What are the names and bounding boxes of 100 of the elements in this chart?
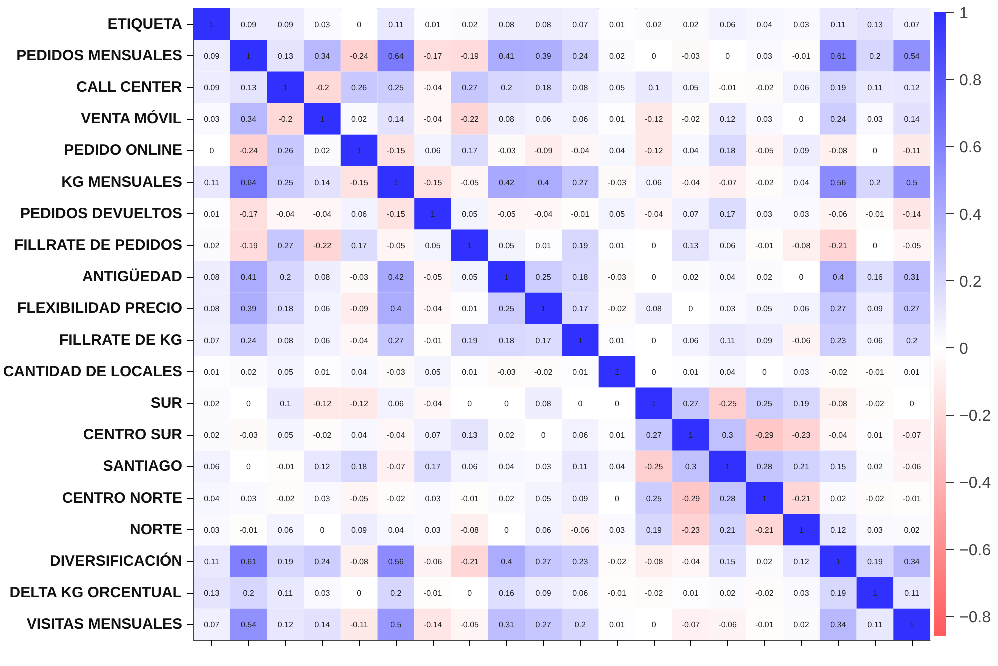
data-label: -0.08	[792, 242, 812, 250]
data-label: 0.12	[314, 462, 331, 472]
data-label: -0.19	[460, 52, 480, 61]
data-label: 0.03	[425, 526, 442, 535]
data-label: 0.13	[462, 431, 478, 440]
data-label: -0.05	[756, 146, 774, 156]
data-label: 0.07	[904, 20, 920, 30]
data-label: 0.34	[904, 558, 920, 566]
data-label: 0	[873, 146, 878, 156]
data-label: -0.03	[240, 431, 258, 440]
data-label: 0.03	[720, 304, 736, 314]
data-label: 0.25	[498, 304, 516, 314]
data-label: 0.06	[683, 336, 700, 346]
data-label: 0.02	[498, 494, 516, 504]
data-label: 0	[799, 115, 804, 124]
data-label: -0.05	[460, 620, 480, 630]
data-label: 0.27	[646, 431, 662, 440]
data-label: 0.09	[352, 526, 368, 535]
data-label: 0.16	[867, 273, 884, 282]
data-label: 0.03	[756, 115, 774, 124]
data-label: 0.05	[425, 242, 442, 250]
data-label: -0.17	[424, 52, 443, 61]
y-tick-label: ETIQUETA	[108, 16, 183, 33]
data-label: 0.04	[794, 178, 810, 188]
data-label: 0.61	[830, 52, 847, 61]
data-label: -0.03	[682, 52, 701, 61]
data-label: 0.01	[462, 368, 478, 377]
color-bar-label: 0.6	[960, 140, 982, 157]
data-label: -0.09	[350, 304, 369, 314]
data-label: 0.05	[756, 304, 774, 314]
data-label: 0.27	[572, 178, 589, 188]
data-label: 1	[246, 52, 252, 61]
data-label: 0.17	[572, 304, 589, 314]
data-label: 0.04	[683, 146, 700, 156]
data-label: 0.27	[278, 242, 294, 250]
data-label: -0.15	[387, 146, 406, 156]
data-label: 0	[468, 400, 473, 408]
data-label: -0.07	[682, 620, 701, 630]
data-label: 0	[726, 52, 731, 61]
data-label: 0.04	[498, 462, 516, 472]
data-label: 0.01	[204, 368, 220, 377]
data-label: 0	[652, 368, 657, 377]
data-label: 0.01	[572, 368, 589, 377]
data-label: 0.01	[314, 368, 331, 377]
data-label: 0.03	[794, 20, 810, 30]
data-label: 0.12	[720, 115, 736, 124]
data-label: 0.18	[498, 336, 516, 346]
data-label: -0.21	[756, 526, 774, 535]
data-label: -0.15	[424, 178, 443, 188]
data-label: 0.61	[240, 558, 258, 566]
data-label: 0	[504, 526, 510, 535]
data-label: -0.29	[682, 494, 701, 504]
data-label: -0.07	[387, 462, 406, 472]
data-label: 0	[910, 400, 915, 408]
y-tick-label: PEDIDOS MENSUALES	[16, 47, 182, 64]
data-label: 0.13	[867, 20, 884, 30]
data-label: 0.21	[794, 462, 810, 472]
data-label: 0	[320, 526, 326, 535]
data-label: -0.04	[571, 146, 590, 156]
data-label: -0.01	[424, 589, 443, 598]
data-label: -0.21	[792, 494, 812, 504]
data-label: 0.01	[609, 20, 626, 30]
data-label: 0.14	[314, 620, 331, 630]
data-label: 0.02	[204, 431, 220, 440]
data-label: 0.03	[204, 115, 220, 124]
data-label: 0.06	[646, 178, 662, 188]
data-label: 0.03	[314, 20, 331, 30]
data-label: 1	[762, 494, 768, 504]
data-label: 0.04	[609, 146, 626, 156]
data-label: -0.02	[829, 368, 848, 377]
data-label: 0.27	[536, 620, 552, 630]
data-label: 0.42	[388, 273, 405, 282]
data-label: -0.25	[645, 462, 664, 472]
data-label: -0.02	[276, 494, 296, 504]
data-label: -0.06	[571, 526, 590, 535]
data-label: -0.01	[240, 526, 258, 535]
data-label: 0.25	[756, 400, 774, 408]
data-label: 0.39	[240, 304, 258, 314]
data-label: -0.23	[792, 431, 812, 440]
data-label: 0.17	[720, 210, 736, 219]
data-label: 0	[357, 20, 362, 30]
data-label: -0.04	[645, 210, 664, 219]
y-tick-label: SANTIAGO	[103, 458, 183, 476]
data-label: -0.08	[350, 558, 369, 566]
data-label: -0.01	[792, 52, 812, 61]
data-label: 0.23	[572, 558, 589, 566]
y-tick-label: VISITAS MENSUALES	[26, 616, 183, 634]
data-label: 0.05	[278, 431, 294, 440]
color-bar-label: 0.4	[960, 206, 982, 224]
data-label: 0.12	[794, 558, 810, 566]
data-label: 0.4	[832, 273, 844, 282]
data-label: 0.15	[830, 462, 847, 472]
data-label: 0.14	[314, 178, 331, 188]
data-label: 0.2	[870, 52, 882, 61]
data-label: 0.06	[572, 589, 589, 598]
data-label: 0.05	[536, 494, 552, 504]
data-label: -0.05	[902, 242, 922, 250]
data-label: -0.07	[718, 178, 738, 188]
data-label: -0.15	[387, 210, 406, 219]
data-label: 0.04	[756, 20, 774, 30]
